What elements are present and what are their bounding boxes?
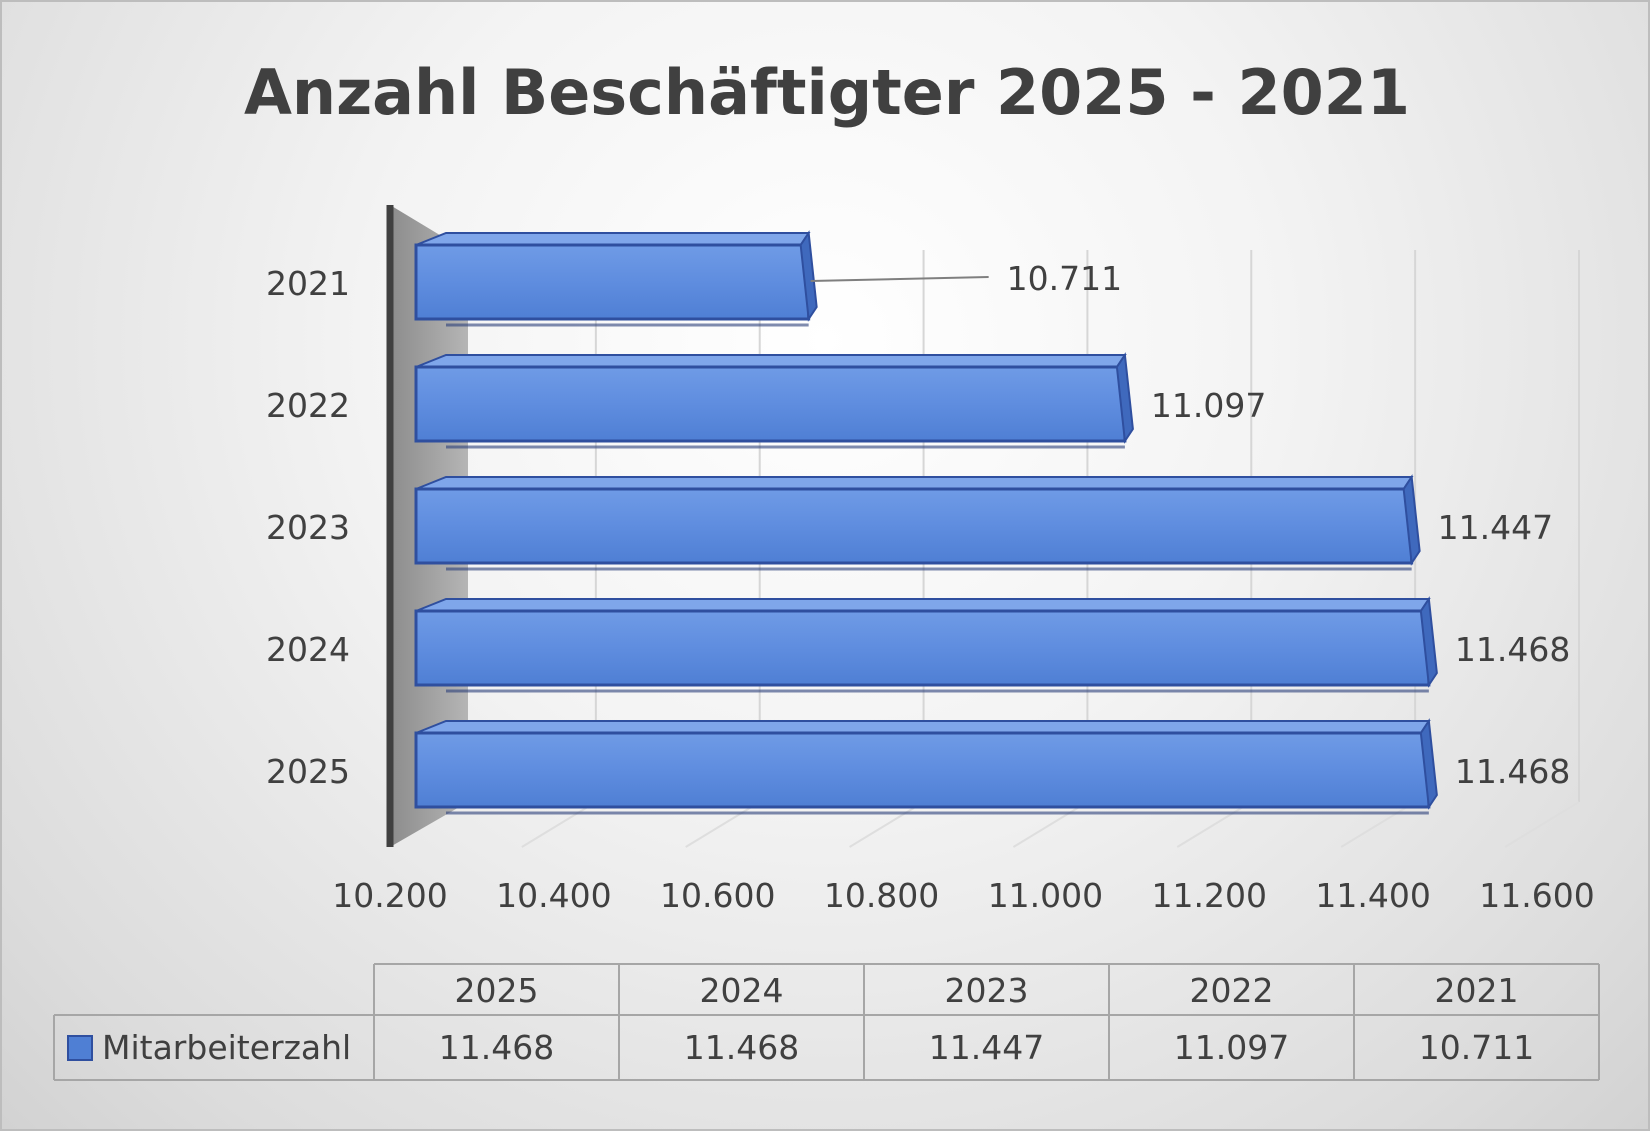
bar <box>414 365 1127 443</box>
table-value-cell: 10.711 <box>1419 1028 1534 1067</box>
gridline-floor <box>1012 801 1088 848</box>
x-tick-label: 11.000 <box>988 876 1103 915</box>
table-header-cell: 2025 <box>455 971 539 1010</box>
bar-top-face <box>415 598 1431 612</box>
category-label: 2023 <box>266 508 350 547</box>
gridline-floor <box>685 801 761 848</box>
table-header-cell: 2021 <box>1435 971 1519 1010</box>
bar-end-face <box>799 230 818 322</box>
category-axis: 2021 2022 2023 2024 2025 <box>266 264 350 791</box>
gridline-floor <box>1340 801 1416 848</box>
bar <box>414 731 1431 809</box>
data-label: 11.468 <box>1455 630 1570 669</box>
table-value-cell: 11.097 <box>1174 1028 1289 1067</box>
chart-title: Anzahl Beschäftigter 2025 - 2021 <box>244 56 1410 129</box>
gridline-floor <box>849 801 925 848</box>
table-value-cell: 11.468 <box>684 1028 799 1067</box>
x-tick-label: 10.600 <box>660 876 775 915</box>
data-label: 11.097 <box>1151 386 1266 425</box>
bar <box>414 609 1431 687</box>
x-tick-label: 11.200 <box>1152 876 1267 915</box>
bar-end-face <box>1115 352 1134 444</box>
data-label: 10.711 <box>1007 259 1122 298</box>
table-value-cell: 11.447 <box>929 1028 1044 1067</box>
legend-swatch <box>67 1035 93 1061</box>
bar-top-face <box>415 720 1431 734</box>
x-tick-label: 11.400 <box>1315 876 1430 915</box>
bar <box>414 243 811 321</box>
bar-top-face <box>415 354 1127 368</box>
gridline-floor <box>1504 801 1580 848</box>
data-label: 11.468 <box>1455 752 1570 791</box>
x-tick-label: 10.800 <box>824 876 939 915</box>
category-label: 2021 <box>266 264 350 303</box>
gridline-floor <box>521 801 597 848</box>
bar-end-face <box>1402 474 1421 566</box>
data-labels: 10.711 11.097 11.447 11.468 11.468 <box>810 259 1570 791</box>
bar-top-face <box>415 476 1414 490</box>
bars <box>414 230 1438 815</box>
bar-end-face <box>1419 596 1438 688</box>
bar-top-face <box>415 232 811 246</box>
data-label-leader <box>810 276 989 282</box>
table-header-cell: 2023 <box>945 971 1029 1010</box>
x-tick-label: 10.200 <box>332 876 447 915</box>
data-label: 11.447 <box>1438 508 1553 547</box>
value-axis: 10.200 10.400 10.600 10.800 11.000 11.200 11.4… <box>332 876 1594 915</box>
category-label: 2022 <box>266 386 350 425</box>
category-label: 2024 <box>266 630 350 669</box>
data-table: 2025 2024 2023 2022 2021 11.468 11.468 11.447 11… <box>53 963 1600 1081</box>
legend-label: Mitarbeiterzahl <box>102 1028 351 1067</box>
category-label: 2025 <box>266 752 350 791</box>
x-tick-label: 10.400 <box>496 876 611 915</box>
bar <box>414 487 1414 565</box>
x-tick-label: 11.600 <box>1479 876 1594 915</box>
gridline-floor <box>1176 801 1252 848</box>
table-header-cell: 2022 <box>1190 971 1274 1010</box>
table-header-cell: 2024 <box>700 971 784 1010</box>
table-value-cell: 11.468 <box>439 1028 554 1067</box>
bar-end-face <box>1419 718 1438 810</box>
